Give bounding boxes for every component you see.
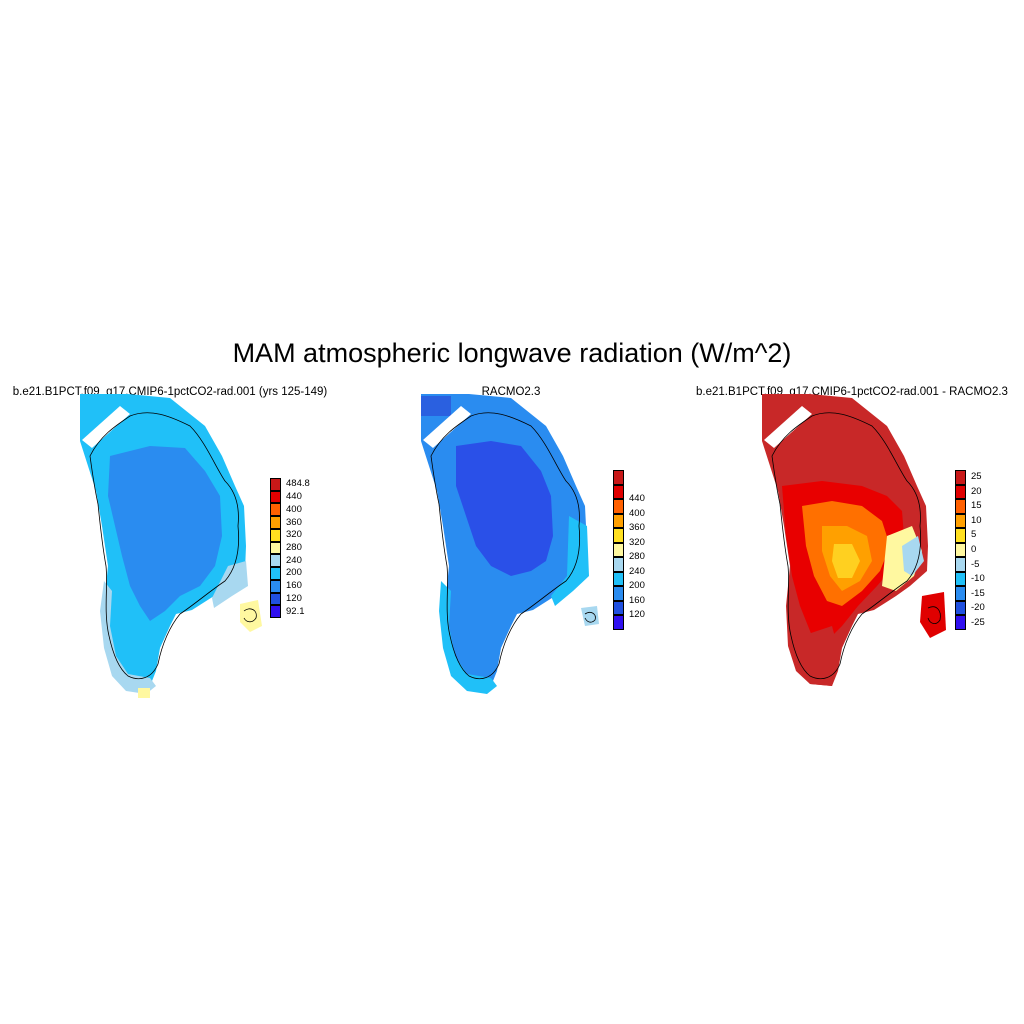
colorbar-label: 240	[629, 565, 645, 577]
pale-margin-west	[439, 581, 497, 694]
map-cells-difference	[762, 394, 946, 686]
greenland-map-model	[80, 394, 262, 698]
panel-title-racmo: RACMO2.3	[481, 386, 541, 398]
island-cell-east	[920, 592, 946, 638]
island-cell-east	[581, 606, 599, 626]
colorbar-label: 120	[629, 609, 645, 621]
colorbar-swatch	[613, 557, 624, 572]
coastline	[430, 412, 581, 680]
colorbar-swatch	[955, 557, 966, 572]
pale-margin-west	[100, 581, 156, 694]
colorbar-swatch	[955, 470, 966, 485]
gap-northwest	[82, 406, 130, 448]
colorbar-swatch	[613, 499, 624, 514]
panel-difference: b.e21.B1PCT.f09_g17.CMIP6-1pctCO2-rad.00…	[682, 386, 1022, 706]
colorbar-label: 280	[629, 551, 645, 563]
colorbar-swatch	[955, 528, 966, 543]
coastline-island	[584, 612, 596, 623]
colorbar-swatch	[955, 586, 966, 601]
colorbar-swatch	[613, 528, 624, 543]
yellow-core	[832, 544, 860, 578]
gap-northwest	[764, 406, 812, 448]
colorbar-swatch	[613, 484, 624, 500]
cool-east-cells	[902, 536, 924, 576]
colorbar-swatch	[955, 513, 966, 529]
colorbar-label: 200	[286, 567, 302, 579]
colorbar-swatch	[270, 490, 281, 504]
colorbar-label: 25	[971, 471, 982, 483]
colorbar-swatch	[955, 542, 966, 558]
colorbar-label: 240	[286, 554, 302, 566]
map-cells-racmo	[421, 394, 599, 694]
colorbar-swatch	[270, 541, 281, 555]
colorbar-swatch	[270, 554, 281, 568]
colorbar-label: -10	[971, 573, 985, 585]
colorbar-label: 400	[629, 507, 645, 519]
colorbar-label: 10	[971, 514, 982, 526]
colorbar-label: 160	[629, 594, 645, 606]
colorbar-label: 280	[286, 542, 302, 553]
colorbar-label: 160	[286, 580, 302, 592]
interior-cells	[456, 441, 553, 576]
colorbar-swatch	[270, 528, 281, 542]
coastline	[89, 412, 240, 680]
colorbar-label: 120	[286, 592, 302, 604]
colorbar-label: 360	[629, 522, 645, 534]
colorbar-swatch	[613, 470, 624, 485]
map-cells-model	[80, 394, 262, 698]
colorbar-swatch	[955, 499, 966, 514]
pale-margin-east	[212, 561, 248, 608]
colorbar-swatch	[613, 586, 624, 601]
colorbar-label: 15	[971, 500, 982, 512]
colorbar-label: 440	[629, 493, 645, 505]
colorbar-label: 360	[286, 516, 302, 528]
colorbar-swatch	[955, 571, 966, 587]
colorbar-label: 5	[971, 529, 977, 541]
colorbar-swatch	[270, 592, 281, 606]
interior-cells	[108, 446, 222, 621]
colorbar-label: 440	[286, 491, 302, 503]
colorbar-swatch	[613, 600, 624, 616]
colorbar-label: -20	[971, 602, 985, 614]
colorbar-label: -25	[971, 616, 985, 628]
colorbar-swatch	[270, 478, 281, 491]
colorbar-label: 0	[971, 544, 977, 555]
panel-racmo: RACMO2.3 120 160 200 240 280 320 360 400 440	[341, 386, 681, 706]
colorbar-label: 320	[286, 529, 302, 541]
colorbar-swatch	[613, 615, 624, 630]
island-cell-east	[240, 600, 262, 632]
colorbar-label: 320	[629, 536, 645, 548]
south-tip-cell	[138, 688, 150, 698]
colorbar-swatch	[270, 516, 281, 529]
colorbar-label: 400	[286, 503, 302, 515]
gap-northwest	[423, 406, 471, 448]
coastline-island	[927, 606, 941, 624]
coastline	[771, 412, 922, 680]
panel-model: b.e21.B1PCT.f09_g17.CMIP6-1pctCO2-rad.00…	[0, 386, 340, 706]
colorbar-label: -5	[971, 558, 980, 570]
greenland-map-difference	[762, 394, 946, 686]
colorbar-label: 20	[971, 485, 982, 497]
colorbar-swatch	[955, 484, 966, 500]
colorbar-swatch	[270, 567, 281, 580]
colorbar-swatch	[613, 542, 624, 558]
coastline-island	[243, 608, 257, 623]
colorbar-swatch	[955, 600, 966, 616]
colorbar-label: 200	[629, 580, 645, 592]
colorbar-swatch	[270, 579, 281, 593]
south-cells	[800, 626, 840, 686]
colorbar-swatch	[613, 513, 624, 529]
colorbar-swatch	[955, 615, 966, 630]
colorbar-label: 92.1	[286, 605, 305, 617]
greenland-map-racmo	[421, 394, 599, 694]
figure-title: MAM atmospheric longwave radiation (W/m^…	[232, 338, 792, 368]
colorbar-swatch	[270, 503, 281, 517]
colorbar-label: -15	[971, 587, 985, 599]
colorbar-swatch	[270, 605, 281, 618]
colorbar-swatch	[613, 571, 624, 587]
colorbar-label: 484.8	[286, 478, 310, 490]
northwest-cell	[421, 396, 451, 416]
